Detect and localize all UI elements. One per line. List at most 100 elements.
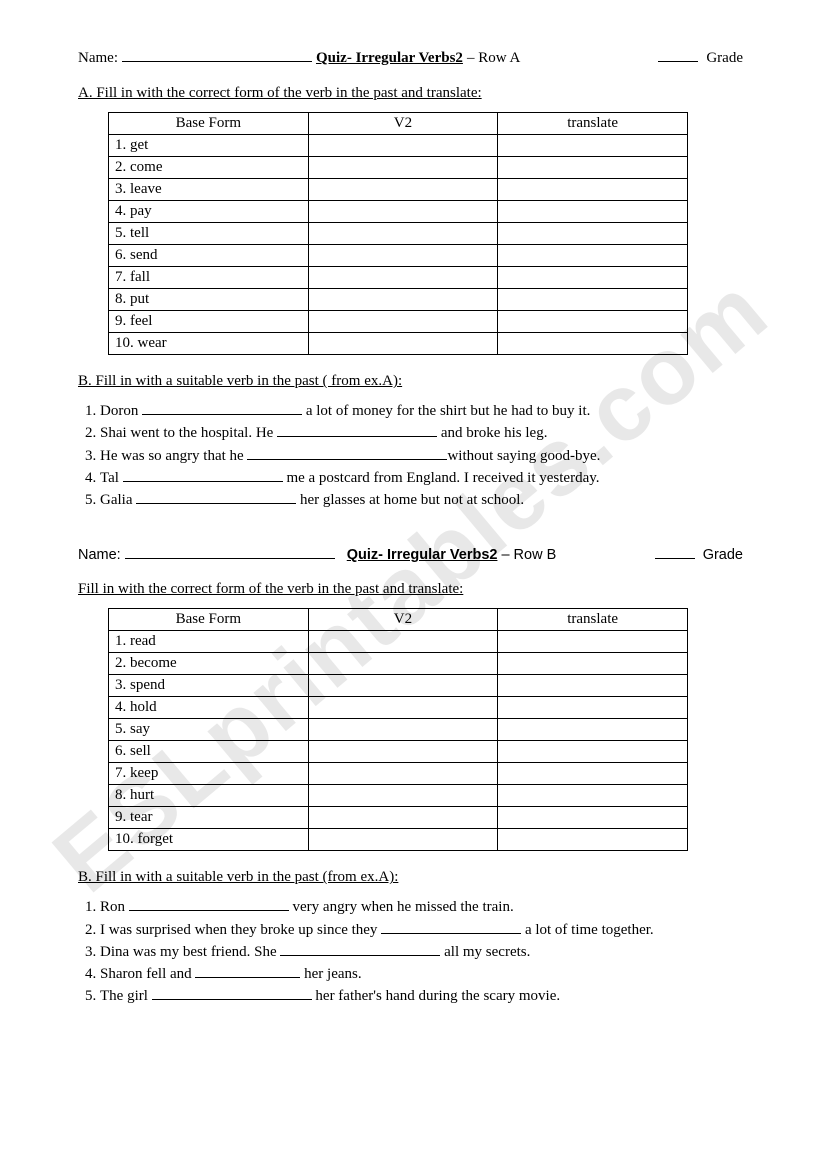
blank-cell[interactable] [498, 763, 688, 785]
header-row-a: Name: Quiz- Irregular Verbs2 – Row A Gra… [78, 48, 743, 67]
blank-cell[interactable] [308, 763, 498, 785]
blank-cell[interactable] [308, 245, 498, 267]
name-blank-b[interactable] [125, 545, 335, 559]
sent-pre: Shai went to the hospital. He [100, 425, 277, 441]
fill-blank[interactable] [195, 964, 300, 978]
blank-cell[interactable] [308, 719, 498, 741]
name-blank-a[interactable] [122, 48, 312, 62]
sent-pre: Galia [100, 492, 136, 508]
sent-pre: The girl [100, 988, 152, 1004]
table-row: 6. send [109, 245, 688, 267]
table-row: 7. keep [109, 763, 688, 785]
blank-cell[interactable] [498, 785, 688, 807]
blank-cell[interactable] [498, 653, 688, 675]
blank-cell[interactable] [308, 653, 498, 675]
blank-cell[interactable] [308, 267, 498, 289]
blank-cell[interactable] [498, 697, 688, 719]
table-row: 10. wear [109, 333, 688, 355]
blank-cell[interactable] [308, 311, 498, 333]
blank-cell[interactable] [308, 201, 498, 223]
blank-cell[interactable] [308, 829, 498, 851]
blank-cell[interactable] [308, 289, 498, 311]
blank-cell[interactable] [308, 741, 498, 763]
blank-cell[interactable] [308, 157, 498, 179]
sent-pre: Doron [100, 403, 142, 419]
table-row: 5. say [109, 719, 688, 741]
blank-cell[interactable] [308, 675, 498, 697]
verb-cell: 3. leave [109, 179, 309, 201]
blank-cell[interactable] [498, 741, 688, 763]
verb-cell: 10. forget [109, 829, 309, 851]
blank-cell[interactable] [498, 333, 688, 355]
blank-cell[interactable] [498, 719, 688, 741]
blank-cell[interactable] [498, 157, 688, 179]
list-item: The girl her father's hand during the sc… [100, 985, 743, 1007]
name-label-b: Name: [78, 547, 121, 563]
blank-cell[interactable] [498, 245, 688, 267]
fill-blank[interactable] [136, 490, 296, 504]
sent-post: all my secrets. [440, 944, 530, 960]
blank-cell[interactable] [498, 675, 688, 697]
blank-cell[interactable] [308, 631, 498, 653]
name-label: Name: [78, 50, 118, 67]
blank-cell[interactable] [308, 135, 498, 157]
verb-cell: 5. tell [109, 223, 309, 245]
fill-blank[interactable] [247, 446, 447, 460]
table-row: 3. leave [109, 179, 688, 201]
table-row: 10. forget [109, 829, 688, 851]
verb-cell: 5. say [109, 719, 309, 741]
verb-cell: 2. become [109, 653, 309, 675]
fill-blank[interactable] [280, 942, 440, 956]
blank-cell[interactable] [308, 179, 498, 201]
table-header-row: Base Form V2 translate [109, 113, 688, 135]
fill-blank[interactable] [381, 920, 521, 934]
grade-blank-a[interactable] [658, 48, 698, 62]
section-a-title-rowa: A. Fill in with the correct form of the … [78, 85, 743, 102]
list-item: Sharon fell and her jeans. [100, 963, 743, 985]
verb-table-a: Base Form V2 translate 1. get 2. come 3.… [108, 112, 688, 355]
fill-blank[interactable] [152, 986, 312, 1000]
th-v2: V2 [308, 609, 498, 631]
sent-pre: Tal [100, 470, 123, 486]
blank-cell[interactable] [498, 311, 688, 333]
fill-blank[interactable] [129, 897, 289, 911]
blank-cell[interactable] [498, 267, 688, 289]
table-row: 4. hold [109, 697, 688, 719]
th-translate: translate [498, 113, 688, 135]
blank-cell[interactable] [498, 135, 688, 157]
row-a-label: – Row A [467, 50, 520, 67]
table-row: 1. read [109, 631, 688, 653]
grade-blank-b[interactable] [655, 545, 695, 559]
table-row: 8. put [109, 289, 688, 311]
sent-pre: I was surprised when they broke up since… [100, 922, 381, 938]
blank-cell[interactable] [498, 201, 688, 223]
quiz-title-a: Quiz- Irregular Verbs2 [316, 50, 463, 67]
verb-cell: 6. send [109, 245, 309, 267]
blank-cell[interactable] [308, 223, 498, 245]
section-b-title-rowa: B. Fill in with a suitable verb in the p… [78, 373, 743, 390]
table-row: 6. sell [109, 741, 688, 763]
blank-cell[interactable] [498, 631, 688, 653]
fill-blank[interactable] [277, 423, 437, 437]
verb-cell: 9. tear [109, 807, 309, 829]
blank-cell[interactable] [498, 179, 688, 201]
blank-cell[interactable] [498, 807, 688, 829]
blank-cell[interactable] [308, 785, 498, 807]
blank-cell[interactable] [498, 829, 688, 851]
blank-cell[interactable] [308, 807, 498, 829]
verb-cell: 8. hurt [109, 785, 309, 807]
worksheet-page: Name: Quiz- Irregular Verbs2 – Row A Gra… [0, 0, 821, 1058]
blank-cell[interactable] [308, 333, 498, 355]
blank-cell[interactable] [498, 289, 688, 311]
verb-table-b: Base Form V2 translate 1. read 2. become… [108, 608, 688, 851]
sent-pre: Sharon fell and [100, 966, 195, 982]
blank-cell[interactable] [498, 223, 688, 245]
th-translate: translate [498, 609, 688, 631]
fill-blank[interactable] [142, 401, 302, 415]
grade-label-a: Grade [706, 50, 743, 67]
blank-cell[interactable] [308, 697, 498, 719]
verb-cell: 4. pay [109, 201, 309, 223]
section-b-title-rowb: B. Fill in with a suitable verb in the p… [78, 869, 743, 886]
fill-blank[interactable] [123, 468, 283, 482]
sent-pre: Dina was my best friend. She [100, 944, 280, 960]
